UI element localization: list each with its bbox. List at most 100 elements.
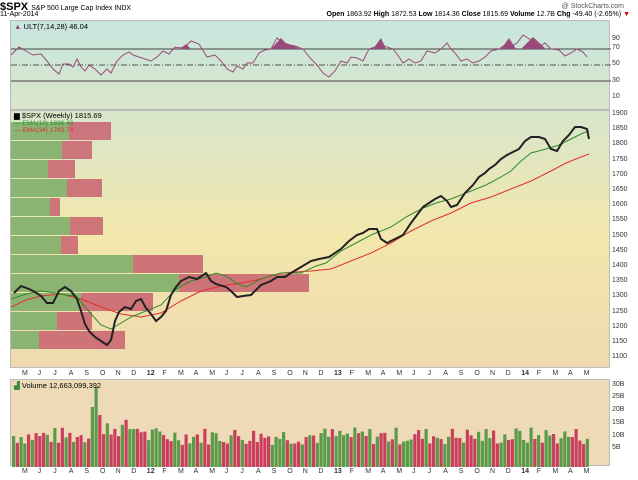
x-tick: 14 — [521, 370, 529, 377]
price-label: ▆ $SPX (Weekly) 1815.69 — [14, 111, 102, 120]
price-tick: 1750 — [612, 156, 628, 163]
x-tick: M — [22, 370, 28, 377]
x-tick: F — [162, 370, 167, 377]
x-tick: D — [318, 370, 324, 377]
symbol-title: $SPX S&P 500 Large Cap Index INDX — [0, 1, 132, 13]
x-tick: F — [349, 370, 354, 377]
x-tick: M — [552, 370, 559, 377]
x-tick: S — [271, 370, 277, 377]
volume-bars — [12, 387, 589, 467]
x-tick: O — [100, 370, 106, 377]
x-tick: A — [193, 370, 199, 377]
x-tick: N — [490, 370, 496, 377]
x-tick: J — [53, 370, 57, 377]
x-tick: F — [536, 370, 542, 377]
price-tick: 1150 — [612, 338, 628, 345]
x-tick: J — [427, 370, 432, 377]
x-tick: J — [412, 468, 416, 475]
credit-text: @ StockCharts.com — [561, 3, 624, 10]
x-tick: A — [380, 370, 386, 377]
ohlc-summary: Open 1863.92 High 1872.53 Low 1814.36 Cl… — [326, 11, 630, 18]
ema13-legend: — EMA(13) 1836.43 — [14, 120, 74, 127]
price-panel: ▆ $SPX (Weekly) 1815.69 — EMA(13) 1836.4… — [10, 110, 610, 368]
x-tick: S — [84, 468, 90, 475]
price-tick: 1600 — [612, 201, 628, 208]
price-tick: 1550 — [612, 216, 628, 223]
x-tick: A — [193, 468, 199, 475]
x-tick: N — [302, 468, 308, 475]
x-tick: M — [583, 468, 590, 475]
x-tick: A — [256, 370, 261, 377]
ult-tick: 30 — [612, 77, 620, 84]
x-tick: M — [552, 468, 559, 475]
volume-tick: 25B — [612, 393, 625, 400]
x-tick: M — [22, 468, 28, 475]
price-tick: 1300 — [612, 292, 628, 299]
ema34-legend: — EMA(34) 1783.74 — [14, 127, 74, 134]
x-tick: J — [427, 468, 432, 475]
price-tick: 1650 — [612, 186, 628, 193]
x-tick: A — [256, 468, 261, 475]
x-axis-bottom: M J J A S O N D 12 F M A M J J A S O N D 13 F M A M J J A S O N D 14 F M A M — [10, 467, 610, 477]
x-tick: S — [458, 370, 464, 377]
x-tick: D — [505, 468, 511, 475]
x-tick: N — [302, 370, 308, 377]
x-axis-top: M J J A S O N D 12 F M A M J J A S O N D 13 F M A M J J A S O N D 14 F M A M — [10, 369, 610, 379]
x-tick: S — [84, 370, 90, 377]
price-tick: 1850 — [612, 125, 628, 132]
x-tick: O — [100, 468, 106, 475]
x-tick: A — [68, 370, 74, 377]
x-tick: S — [458, 468, 464, 475]
x-tick: D — [505, 370, 511, 377]
chart-header: $SPX S&P 500 Large Cap Index INDX 11-Apr… — [0, 0, 638, 20]
x-tick: O — [287, 468, 293, 475]
x-tick: D — [318, 468, 324, 475]
x-tick: A — [380, 468, 386, 475]
down-arrow-icon: ▼ — [623, 11, 630, 18]
chart-date: 11-Apr-2014 — [0, 11, 39, 18]
price-tick: 1100 — [612, 353, 628, 360]
x-tick: 13 — [334, 370, 342, 377]
x-tick: M — [365, 370, 372, 377]
x-tick: J — [53, 468, 57, 475]
volume-tick: 10B — [612, 432, 625, 439]
x-tick: A — [443, 468, 448, 475]
x-tick: F — [162, 468, 167, 475]
x-tick: M — [396, 370, 403, 377]
x-tick: N — [490, 468, 496, 475]
x-tick: J — [412, 370, 416, 377]
price-tick: 1900 — [612, 110, 628, 117]
x-tick: M — [396, 468, 403, 475]
ult-tick: 90 — [612, 35, 620, 42]
ult-tick: 50 — [612, 60, 620, 67]
x-tick: O — [474, 468, 480, 475]
x-tick: S — [271, 468, 277, 475]
x-tick: J — [240, 468, 244, 475]
price-tick: 1400 — [612, 262, 628, 269]
x-tick: J — [224, 468, 229, 475]
x-tick: A — [568, 370, 573, 377]
x-tick: J — [37, 370, 42, 377]
ult-tick: 10 — [612, 93, 620, 100]
x-tick: A — [68, 468, 74, 475]
x-tick: 12 — [146, 468, 155, 475]
price-tick: 1700 — [612, 171, 628, 178]
x-tick: A — [568, 468, 573, 475]
price-tick: 1800 — [612, 140, 628, 147]
x-tick: M — [209, 370, 216, 377]
volume-tick: 5B — [612, 444, 621, 451]
volume-tick: 15B — [612, 419, 625, 426]
price-tick: 1450 — [612, 247, 628, 254]
volume-tick: 30B — [612, 381, 625, 388]
price-tick: 1200 — [612, 323, 628, 330]
x-tick: M — [178, 468, 184, 475]
ult-label: ▲ ULT(7,14,28) 46.04 — [14, 22, 89, 31]
volume-label: ▟ Volume 12,663,099,392 — [14, 381, 102, 390]
volume-tick: 20B — [612, 406, 625, 413]
x-tick: D — [131, 468, 137, 475]
x-tick: M — [583, 370, 590, 377]
x-tick: A — [443, 370, 448, 377]
x-tick: 12 — [146, 370, 155, 377]
x-tick: N — [115, 370, 121, 377]
volume-by-price-bars — [11, 122, 309, 349]
